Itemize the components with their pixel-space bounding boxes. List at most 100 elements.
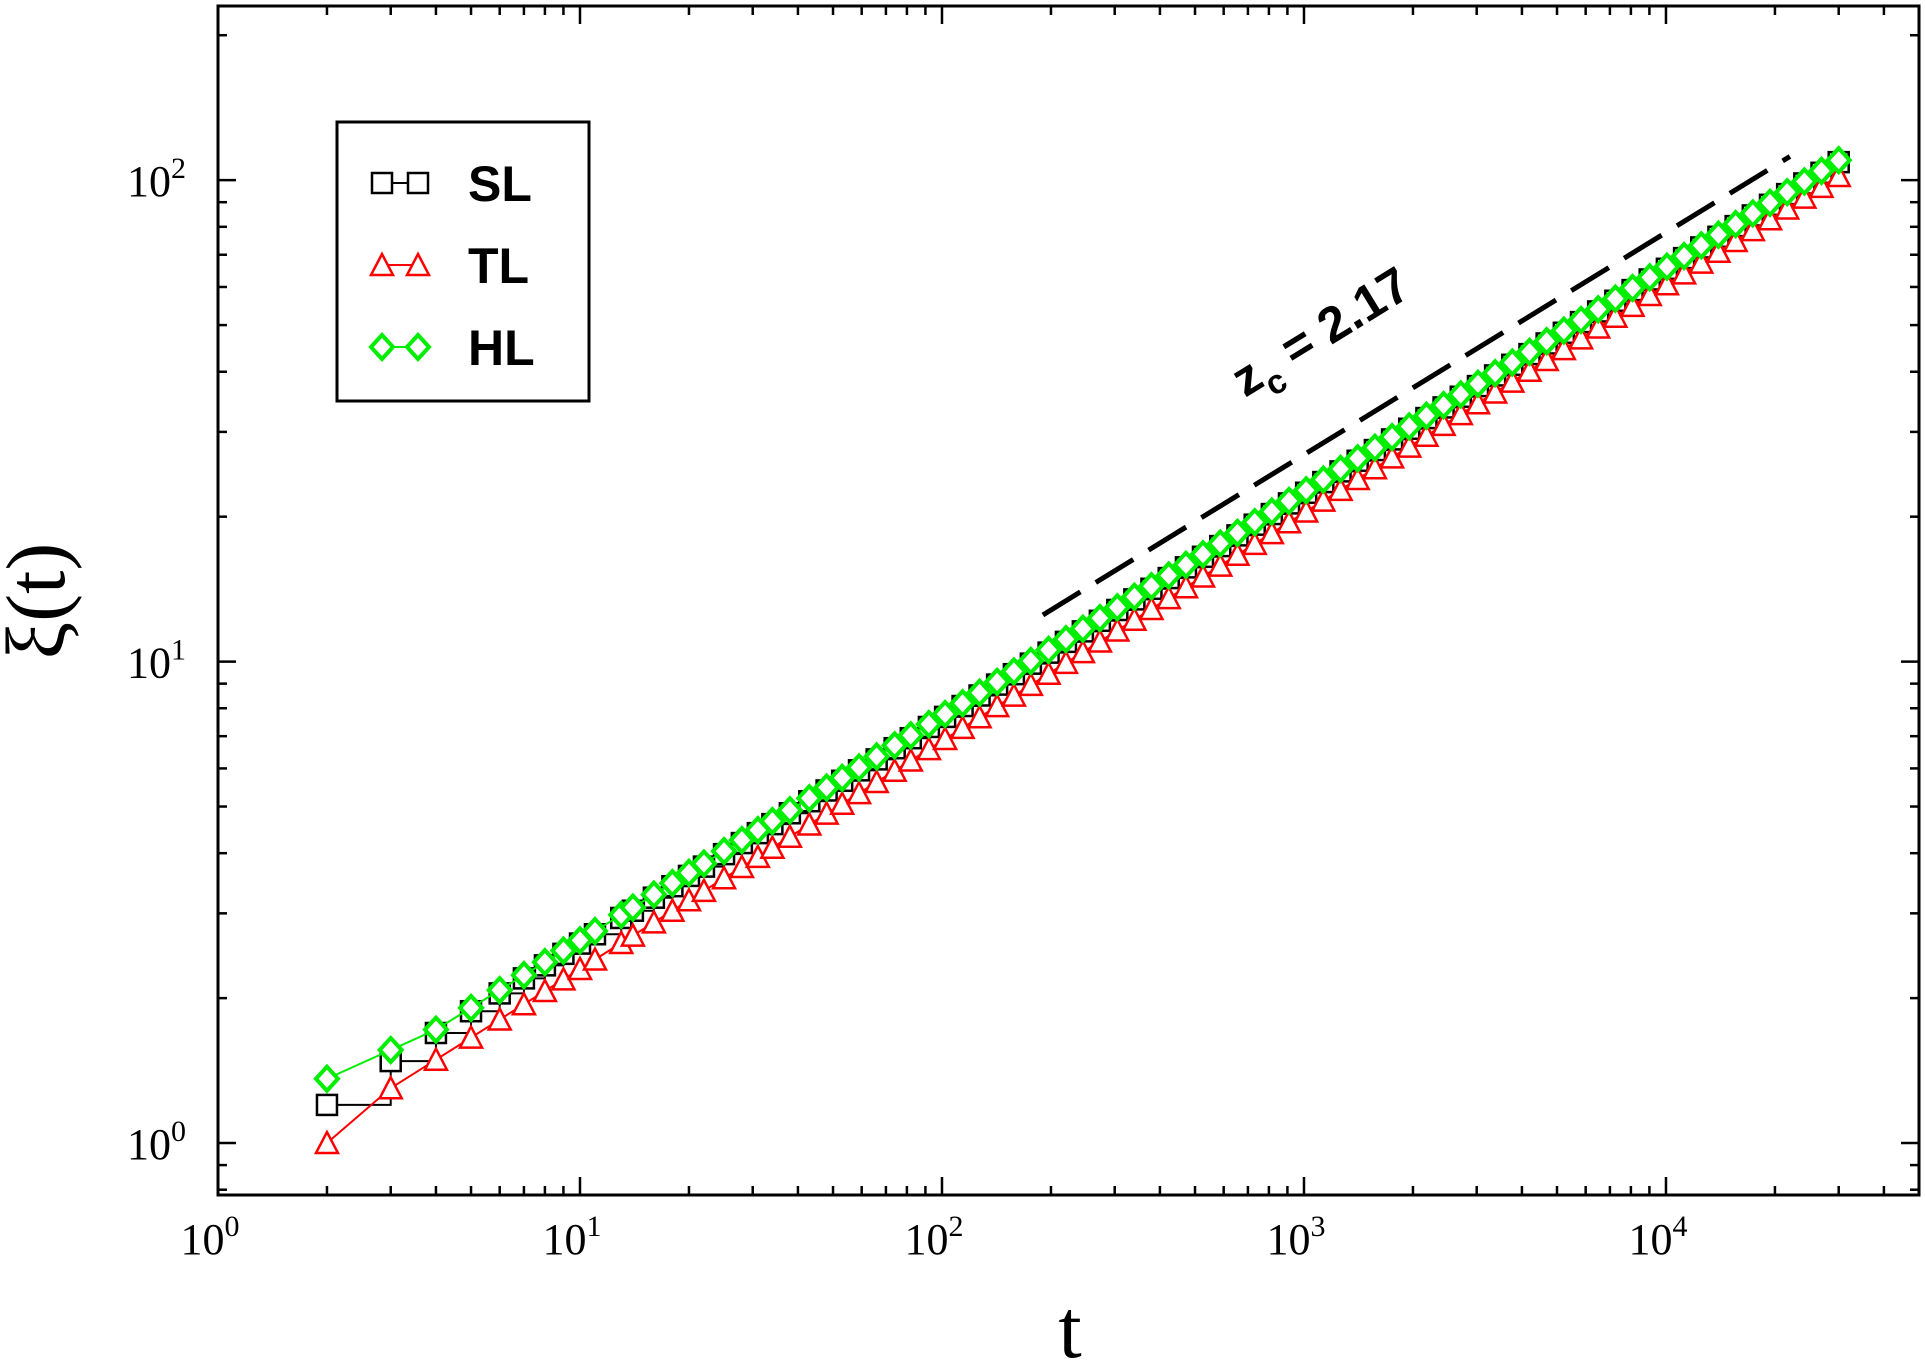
- data-point-diamond: [690, 848, 718, 879]
- x-tick-exponent: 0: [225, 1210, 240, 1243]
- data-point-diamond: [1515, 336, 1544, 367]
- data-point-triangle: [510, 990, 537, 1016]
- data-point-diamond: [1000, 656, 1028, 687]
- data-point-diamond: [1034, 634, 1063, 665]
- data-point-diamond: [1206, 528, 1234, 559]
- data-point-diamond: [404, 332, 432, 362]
- legend-label: HL: [468, 320, 535, 376]
- data-point-diamond: [313, 1063, 341, 1094]
- data-point-diamond: [1567, 304, 1595, 335]
- data-point-diamond: [1155, 560, 1183, 591]
- data-point-diamond: [1069, 613, 1097, 644]
- y-tick-label: 102: [127, 152, 186, 206]
- y-tick-label: 101: [127, 634, 186, 688]
- data-point-diamond: [1241, 507, 1269, 538]
- data-point-diamond: [531, 947, 559, 978]
- legend-box: [335, 120, 591, 403]
- data-point-diamond: [1395, 411, 1423, 442]
- data-point-diamond: [758, 806, 787, 837]
- data-point-diamond: [1532, 326, 1561, 357]
- x-tick-base: 10: [1628, 1215, 1672, 1264]
- data-point-triangle: [377, 1074, 404, 1100]
- data-point-diamond: [1636, 262, 1664, 293]
- data-point-diamond: [1464, 368, 1492, 399]
- data-point-diamond: [368, 332, 396, 362]
- x-tick-base: 10: [904, 1215, 948, 1264]
- data-point-triangle: [457, 1023, 485, 1049]
- x-axis-title: t: [1058, 1283, 1081, 1367]
- data-point-diamond: [485, 975, 514, 1006]
- data-point-diamond: [862, 741, 891, 772]
- data-point-diamond: [1137, 571, 1166, 602]
- data-point-diamond: [710, 836, 738, 867]
- data-point-triangle: [368, 251, 396, 277]
- x-tick-base: 10: [181, 1215, 225, 1264]
- data-point-diamond: [1292, 475, 1320, 506]
- data-point-diamond: [948, 688, 977, 719]
- data-point-diamond: [1309, 464, 1338, 495]
- data-point-diamond: [1361, 432, 1389, 463]
- data-point-diamond: [1343, 443, 1372, 474]
- data-point-diamond: [1172, 549, 1200, 580]
- data-point-diamond: [1687, 230, 1715, 261]
- data-point-diamond: [1378, 422, 1406, 453]
- x-tick-exponent: 2: [948, 1210, 963, 1243]
- legend-item-sl: SL: [370, 156, 532, 212]
- data-point-diamond: [880, 730, 909, 761]
- data-point-diamond: [1275, 485, 1303, 516]
- data-point-diamond: [983, 666, 1011, 697]
- data-point-triangle: [422, 1046, 450, 1071]
- data-point-triangle: [486, 1005, 513, 1031]
- y-tick-label: 100: [127, 1115, 186, 1169]
- data-point-diamond: [1017, 645, 1045, 676]
- data-point-diamond: [1773, 177, 1801, 208]
- y-tick-base: 10: [127, 639, 171, 688]
- data-point-diamond: [510, 960, 538, 991]
- data-point-diamond: [931, 699, 959, 730]
- data-point-diamond: [1739, 198, 1767, 229]
- data-point-diamond: [377, 1035, 405, 1065]
- data-point-diamond: [1120, 581, 1149, 612]
- data-point-diamond: [1601, 283, 1630, 314]
- data-point-diamond: [549, 935, 578, 966]
- legend-label: TL: [468, 238, 529, 294]
- data-point-diamond: [776, 795, 804, 826]
- legend-label: SL: [468, 156, 532, 212]
- data-point-diamond: [1498, 347, 1526, 378]
- data-point-diamond: [1223, 517, 1252, 548]
- data-point-diamond: [915, 709, 943, 740]
- data-point-diamond: [795, 783, 824, 814]
- plot-frame: [216, 4, 1921, 1197]
- x-tick-base: 10: [1266, 1215, 1310, 1264]
- data-point-diamond: [1618, 273, 1647, 303]
- data-point-diamond: [1429, 390, 1458, 421]
- y-tick-base: 10: [127, 1120, 171, 1169]
- data-point-diamond: [965, 677, 994, 708]
- data-point-diamond: [619, 892, 647, 923]
- x-tick-label: 103: [1266, 1210, 1325, 1264]
- y-tick-base: 10: [127, 157, 171, 206]
- data-point-diamond: [1052, 624, 1080, 655]
- data-point-diamond: [845, 752, 873, 783]
- legend-item-hl: HL: [368, 320, 535, 376]
- data-point-diamond: [1103, 592, 1132, 623]
- data-point-diamond: [828, 762, 856, 793]
- data-point-square: [370, 171, 394, 195]
- series-tl: [313, 162, 1852, 1155]
- data-point-diamond: [1550, 315, 1578, 346]
- data-point-triangle: [776, 823, 803, 848]
- series-hl: [313, 145, 1853, 1094]
- legend: SL TL HL: [335, 120, 591, 403]
- x-tick-label: 104: [1628, 1210, 1687, 1264]
- data-point-diamond: [581, 916, 609, 947]
- data-point-diamond: [1258, 496, 1286, 527]
- data-point-diamond: [457, 992, 485, 1023]
- data-point-diamond: [658, 868, 687, 899]
- data-point-diamond: [1721, 209, 1750, 240]
- data-point-diamond: [1326, 454, 1355, 484]
- x-tick-exponent: 4: [1672, 1210, 1687, 1243]
- data-point-square: [315, 1093, 339, 1117]
- data-point-square: [406, 171, 430, 195]
